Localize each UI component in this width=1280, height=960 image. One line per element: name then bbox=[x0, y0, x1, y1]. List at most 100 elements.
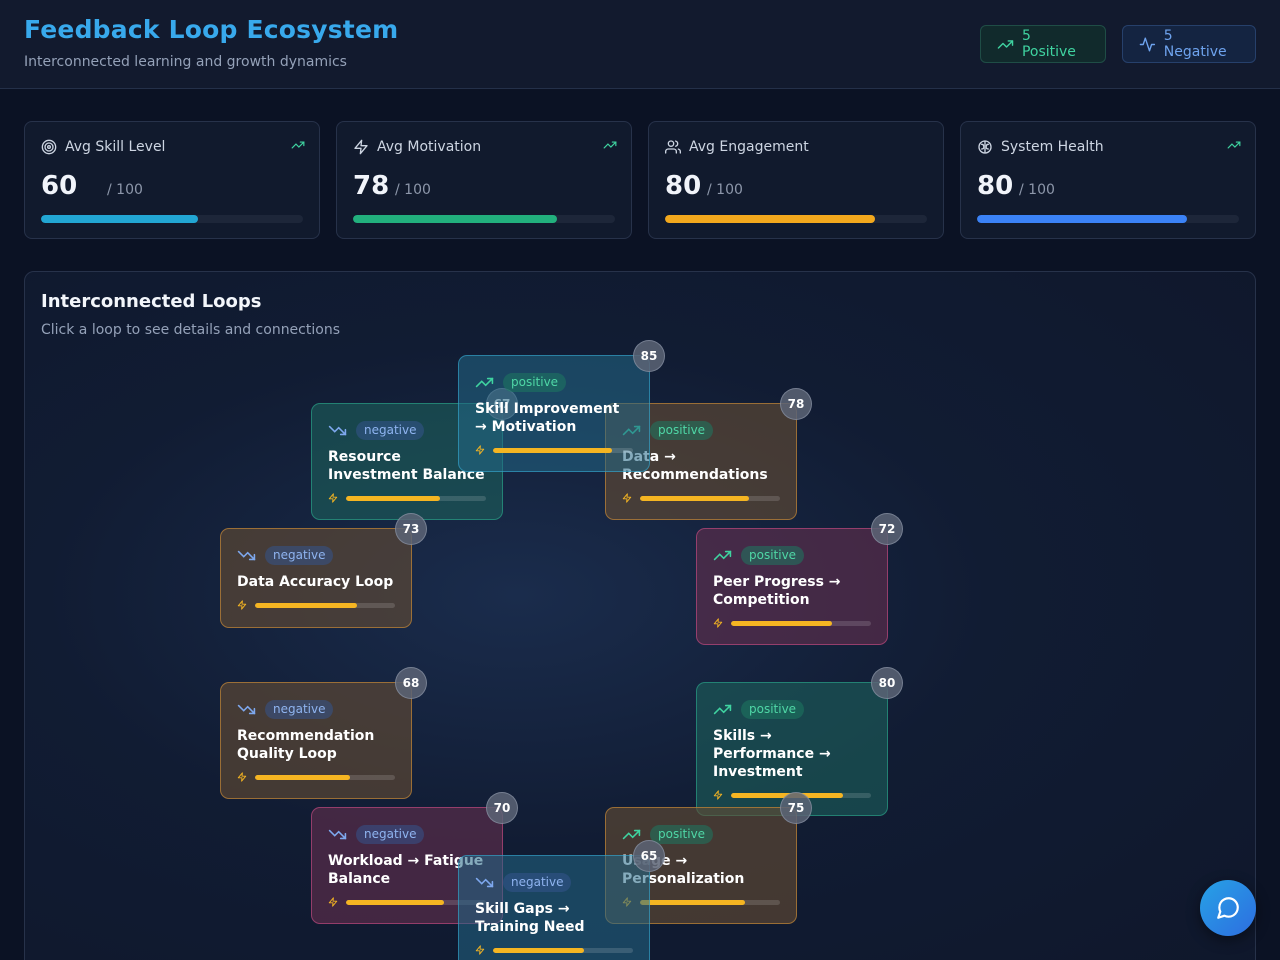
brain-icon bbox=[978, 140, 992, 154]
loop-strength-fill bbox=[346, 495, 440, 501]
chat-button[interactable] bbox=[1200, 880, 1256, 936]
stat-value: 80 bbox=[977, 171, 1014, 201]
loop-strength-badge: 68 bbox=[395, 667, 427, 699]
stat-progress-track bbox=[665, 215, 927, 223]
loop-strength-badge: 78 bbox=[780, 388, 812, 420]
loop-type-tag: positive bbox=[650, 420, 714, 440]
stat-value: 80 bbox=[665, 171, 702, 201]
stat-label: Avg Engagement bbox=[689, 139, 809, 155]
loop-card-recommendation-quality[interactable]: negative Recommendation Quality Loop 68 bbox=[220, 667, 427, 799]
page-subtitle: Interconnected learning and growth dynam… bbox=[24, 54, 347, 70]
zap-icon bbox=[713, 790, 723, 800]
loop-strength-badge: 73 bbox=[395, 513, 427, 545]
loop-strength-badge: 85 bbox=[633, 340, 665, 372]
panel-subtitle: Click a loop to see details and connecti… bbox=[41, 322, 340, 338]
trending-up-icon bbox=[997, 39, 1014, 49]
loop-strength-fill bbox=[731, 620, 832, 626]
stat-progress-fill bbox=[665, 215, 875, 223]
trending-down-icon bbox=[237, 704, 256, 714]
trending-up-icon bbox=[603, 141, 617, 149]
loop-card-skill-improvement[interactable]: positive Skill Improvement → Motivation … bbox=[458, 340, 665, 472]
trending-up-icon bbox=[713, 550, 732, 560]
zap-icon bbox=[328, 897, 338, 907]
stat-progress-fill bbox=[353, 215, 558, 223]
stat-progress-track bbox=[41, 215, 303, 223]
loop-type-tag: negative bbox=[265, 699, 334, 719]
trending-down-icon bbox=[328, 425, 347, 435]
loop-strength-fill bbox=[255, 602, 358, 608]
trending-up-icon bbox=[475, 377, 494, 387]
trending-up-icon bbox=[622, 829, 641, 839]
positive-count-label: 5 Positive bbox=[1021, 28, 1076, 60]
zap-icon bbox=[237, 772, 247, 782]
loop-card-skill-gaps[interactable]: negative Skill Gaps → Training Need 65 bbox=[458, 840, 665, 960]
loop-type-tag: negative bbox=[503, 872, 572, 892]
trending-up-icon bbox=[291, 141, 305, 149]
zap-icon bbox=[475, 445, 485, 455]
trending-up-icon bbox=[713, 704, 732, 714]
stat-value: 78 bbox=[353, 171, 390, 201]
loop-type-tag: positive bbox=[741, 545, 805, 565]
stat-card-skill: Avg Skill Level 60 / 100 bbox=[24, 121, 320, 239]
positive-loops-filter[interactable]: 5 Positive bbox=[980, 25, 1106, 63]
stat-progress-fill bbox=[977, 215, 1187, 223]
loop-type-tag: positive bbox=[650, 824, 714, 844]
loop-card-data-accuracy[interactable]: negative Data Accuracy Loop 73 bbox=[220, 513, 427, 628]
stat-value: 60 bbox=[41, 171, 78, 201]
stat-progress-fill bbox=[41, 215, 199, 223]
loop-strength-track bbox=[731, 620, 871, 626]
loop-type-tag: negative bbox=[265, 545, 334, 565]
loop-strength-fill bbox=[255, 774, 351, 780]
loop-name: Data Accuracy Loop bbox=[237, 574, 394, 590]
loop-name: Skill Gaps → Training Need bbox=[475, 901, 585, 935]
users-icon bbox=[665, 140, 681, 154]
loop-strength-track bbox=[255, 774, 395, 780]
loop-card-skills-performance[interactable]: positive Skills → Performance → Investme… bbox=[696, 667, 903, 816]
trending-down-icon bbox=[328, 829, 347, 839]
stat-card-motivation: Avg Motivation 78 / 100 bbox=[336, 121, 632, 239]
loop-card-peer-progress[interactable]: positive Peer Progress → Competition 72 bbox=[696, 513, 903, 645]
loop-strength-badge: 65 bbox=[633, 840, 665, 872]
zap-icon bbox=[475, 945, 485, 955]
stat-card-health: System Health 80 / 100 bbox=[960, 121, 1256, 239]
target-icon bbox=[41, 139, 57, 155]
loop-strength-track bbox=[346, 495, 486, 501]
loop-name: Workload → Fatigue Balance bbox=[328, 853, 484, 887]
loop-type-tag: negative bbox=[356, 824, 425, 844]
loops-panel: Interconnected Loops Click a loop to see… bbox=[24, 271, 1256, 960]
loop-type-tag: negative bbox=[356, 420, 425, 440]
loop-strength-badge: 80 bbox=[871, 667, 903, 699]
loop-strength-fill bbox=[640, 899, 745, 905]
loop-strength-badge: 70 bbox=[486, 792, 518, 824]
zap-icon bbox=[713, 618, 723, 628]
loop-type-tag: positive bbox=[503, 372, 567, 392]
stat-label: System Health bbox=[1001, 139, 1104, 155]
loop-name: Resource Investment Balance bbox=[328, 449, 485, 483]
trending-down-icon bbox=[475, 877, 494, 887]
negative-count-label: 5 Negative bbox=[1163, 28, 1227, 60]
top-bar: Feedback Loop Ecosystem Interconnected l… bbox=[0, 0, 1280, 89]
loop-strength-badge: 72 bbox=[871, 513, 903, 545]
loop-strength-track bbox=[640, 495, 780, 501]
panel-title: Interconnected Loops bbox=[41, 291, 262, 312]
loop-type-tag: positive bbox=[741, 699, 805, 719]
zap-icon bbox=[328, 493, 338, 503]
loop-strength-fill bbox=[346, 899, 444, 905]
negative-loops-filter[interactable]: 5 Negative bbox=[1122, 25, 1256, 63]
loop-strength-track bbox=[255, 602, 395, 608]
trending-down-icon bbox=[237, 550, 256, 560]
stat-progress-track bbox=[977, 215, 1239, 223]
zap-icon bbox=[237, 600, 247, 610]
stat-unit: / 100 bbox=[707, 182, 743, 198]
loop-name: Skills → Performance → Investment bbox=[713, 728, 831, 780]
stat-card-engagement: Avg Engagement 80 / 100 bbox=[648, 121, 944, 239]
zap-icon bbox=[354, 139, 368, 155]
message-circle-icon bbox=[1217, 897, 1239, 919]
activity-icon bbox=[1139, 37, 1156, 51]
stat-progress-track bbox=[353, 215, 615, 223]
stat-label: Avg Skill Level bbox=[65, 139, 166, 155]
loop-strength-fill bbox=[640, 495, 750, 501]
loop-strength-track bbox=[640, 899, 780, 905]
loop-strength-badge: 75 bbox=[780, 792, 812, 824]
stat-unit: / 100 bbox=[395, 182, 431, 198]
